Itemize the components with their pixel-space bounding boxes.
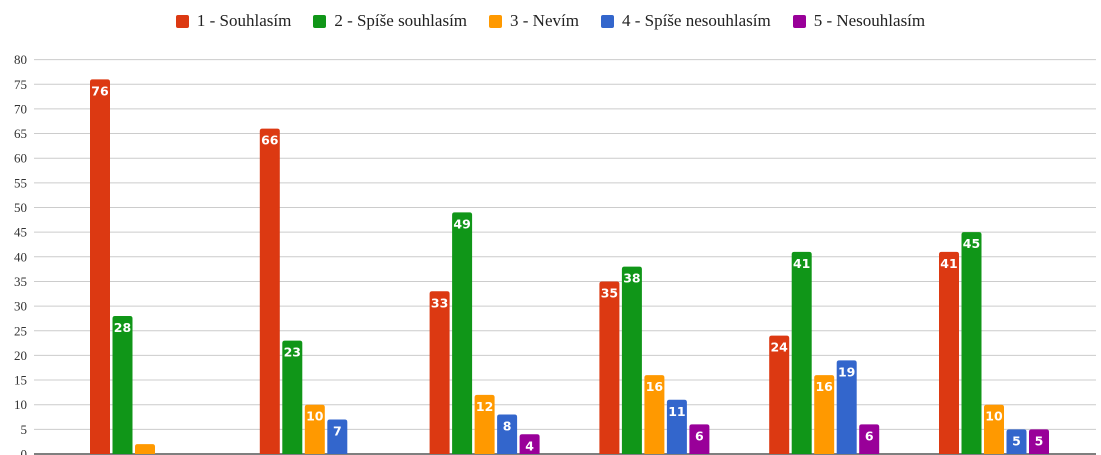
bar[interactable] [259, 128, 280, 454]
bar[interactable] [112, 315, 133, 454]
chart-legend: 1 - Souhlasím 2 - Spíše souhlasím 3 - Neví… [0, 8, 1101, 34]
bar-value-label: 19 [838, 364, 855, 379]
y-tick-label: 80 [14, 52, 27, 67]
y-tick-label: 5 [21, 422, 28, 437]
legend-label: 1 - Souhlasím [196, 11, 292, 30]
bar-value-label: 5 [1012, 433, 1021, 448]
y-tick-label: 50 [14, 200, 27, 215]
bar[interactable] [689, 424, 710, 454]
bar-value-label: 10 [985, 409, 1003, 424]
bar-value-label: 12 [476, 399, 493, 414]
bar-value-label: 76 [91, 83, 109, 98]
legend-item[interactable]: 4 - Spíše nesouhlasím [600, 11, 771, 31]
bar[interactable] [135, 444, 155, 454]
bar-value-label: 45 [963, 236, 980, 251]
bar[interactable] [666, 399, 687, 454]
bar[interactable] [282, 340, 303, 454]
bar-value-label: 16 [815, 379, 833, 394]
legend-swatch [313, 14, 327, 28]
bar[interactable] [984, 404, 1004, 454]
y-tick-label: 45 [14, 225, 27, 240]
y-tick-label: 70 [14, 101, 27, 116]
bar[interactable] [599, 281, 620, 454]
legend-item[interactable]: 2 - Spíše souhlasím [313, 11, 467, 31]
legend-item[interactable]: 3 - Nevím [489, 11, 579, 31]
bar-value-label: 41 [940, 256, 957, 271]
legend-label: 2 - Spíše souhlasím [334, 11, 468, 30]
bar-value-label: 38 [623, 271, 640, 286]
bar[interactable] [961, 232, 982, 454]
bar-value-label: 11 [668, 404, 685, 419]
bar-value-label: 7 [333, 423, 342, 438]
legend-swatch [792, 14, 806, 28]
bar-value-label: 23 [284, 345, 301, 360]
y-tick-label: 35 [14, 274, 27, 289]
bar-value-label: 24 [770, 340, 788, 355]
bar[interactable] [304, 404, 325, 454]
bar-value-label: 5 [1035, 433, 1044, 448]
y-tick-label: 20 [14, 348, 27, 363]
bar[interactable] [621, 266, 642, 454]
bar[interactable] [327, 419, 348, 454]
bar[interactable] [791, 251, 812, 454]
bar[interactable] [429, 291, 450, 454]
bar[interactable] [859, 424, 880, 454]
legend-swatch [175, 14, 189, 28]
y-tick-label: 40 [14, 249, 27, 264]
y-tick-label: 25 [14, 323, 27, 338]
legend-item[interactable]: 5 - Nesouhlasím [792, 11, 926, 31]
legend-swatch [489, 14, 503, 28]
bar-value-label: 8 [503, 419, 512, 434]
legend-label: 4 - Spíše nesouhlasím [621, 11, 771, 30]
bar[interactable] [939, 251, 959, 454]
bar-value-label: 66 [261, 133, 279, 148]
bar-value-label: 4 [525, 438, 534, 453]
legend-swatch [600, 14, 614, 28]
bar-value-label: 16 [646, 379, 664, 394]
bar-value-label: 6 [865, 428, 874, 443]
bar-value-label: 35 [601, 285, 618, 300]
legend-label: 5 - Nesouhlasím [813, 11, 926, 30]
bar-value-label: 33 [431, 295, 448, 310]
bar[interactable] [814, 375, 835, 454]
y-tick-label: 30 [14, 299, 27, 314]
bar-value-label: 49 [453, 216, 470, 231]
y-tick-label: 15 [14, 373, 27, 388]
y-tick-label: 10 [14, 397, 27, 412]
bar[interactable] [497, 414, 518, 454]
bar[interactable] [90, 79, 110, 454]
legend-label: 3 - Nevím [510, 11, 579, 30]
bar[interactable] [474, 394, 495, 454]
y-tick-label: 75 [14, 77, 27, 92]
y-tick-label: 60 [14, 151, 27, 166]
y-tick-label: 55 [14, 175, 27, 190]
bar-value-label: 41 [793, 256, 810, 271]
bar[interactable] [836, 360, 857, 454]
bar[interactable] [1006, 429, 1027, 454]
y-tick-label: 0 [21, 447, 28, 455]
y-tick-label: 65 [14, 126, 27, 141]
bar-value-label: 28 [114, 320, 131, 335]
legend-item[interactable]: 1 - Souhlasím [175, 11, 292, 31]
bar[interactable] [1029, 429, 1049, 454]
bar[interactable] [452, 212, 473, 454]
bar[interactable] [644, 375, 665, 454]
bar-value-label: 6 [695, 428, 704, 443]
bar[interactable] [519, 434, 540, 454]
bar[interactable] [769, 335, 790, 454]
bar-value-label: 10 [306, 409, 324, 424]
